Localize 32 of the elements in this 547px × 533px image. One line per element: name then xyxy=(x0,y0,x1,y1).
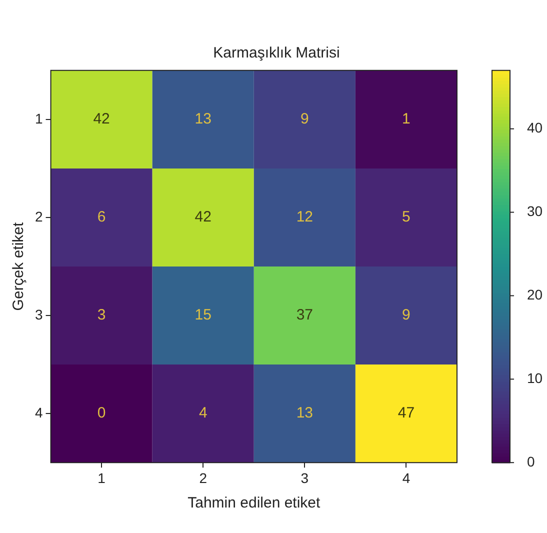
y-tick-label: 4 xyxy=(34,404,43,420)
x-tick-label: 4 xyxy=(402,470,410,486)
y-tick-label: 2 xyxy=(34,208,43,224)
color-bar-label: 30 xyxy=(527,203,543,220)
color-bar-label: 10 xyxy=(527,370,543,386)
data-label: 47 xyxy=(398,404,415,422)
data-label: 42 xyxy=(93,110,110,128)
data-label: 15 xyxy=(194,306,212,324)
data-label: 13 xyxy=(194,110,212,128)
data-label: 12 xyxy=(296,208,314,226)
data-label: 0 xyxy=(97,404,106,422)
color-bar-label: 0 xyxy=(527,453,535,470)
data-label: 3 xyxy=(97,306,106,324)
data-label: 4 xyxy=(198,404,208,422)
data-label: 9 xyxy=(300,110,309,128)
y-tick-label: 1 xyxy=(34,110,43,126)
y-axis-title: Gerçek etiket xyxy=(10,221,28,311)
x-tick-label: 3 xyxy=(300,470,309,486)
data-label: 37 xyxy=(296,306,314,324)
x-tick-label: 2 xyxy=(199,470,208,486)
x-axis-title: Tahmin edilen etiket xyxy=(188,494,322,512)
data-label: 42 xyxy=(194,208,212,226)
y-tick-label: 3 xyxy=(34,306,43,322)
data-label: 6 xyxy=(97,208,106,226)
chart-title: Karmaşıklık Matrisi xyxy=(213,44,340,62)
x-tick-label: 1 xyxy=(98,470,106,486)
color-bar-label: 40 xyxy=(527,120,543,136)
data-label: 1 xyxy=(402,110,410,128)
data-label: 9 xyxy=(402,306,410,324)
data-label: 13 xyxy=(296,404,314,422)
data-label: 5 xyxy=(402,208,410,226)
color-bar-label: 20 xyxy=(527,286,543,303)
